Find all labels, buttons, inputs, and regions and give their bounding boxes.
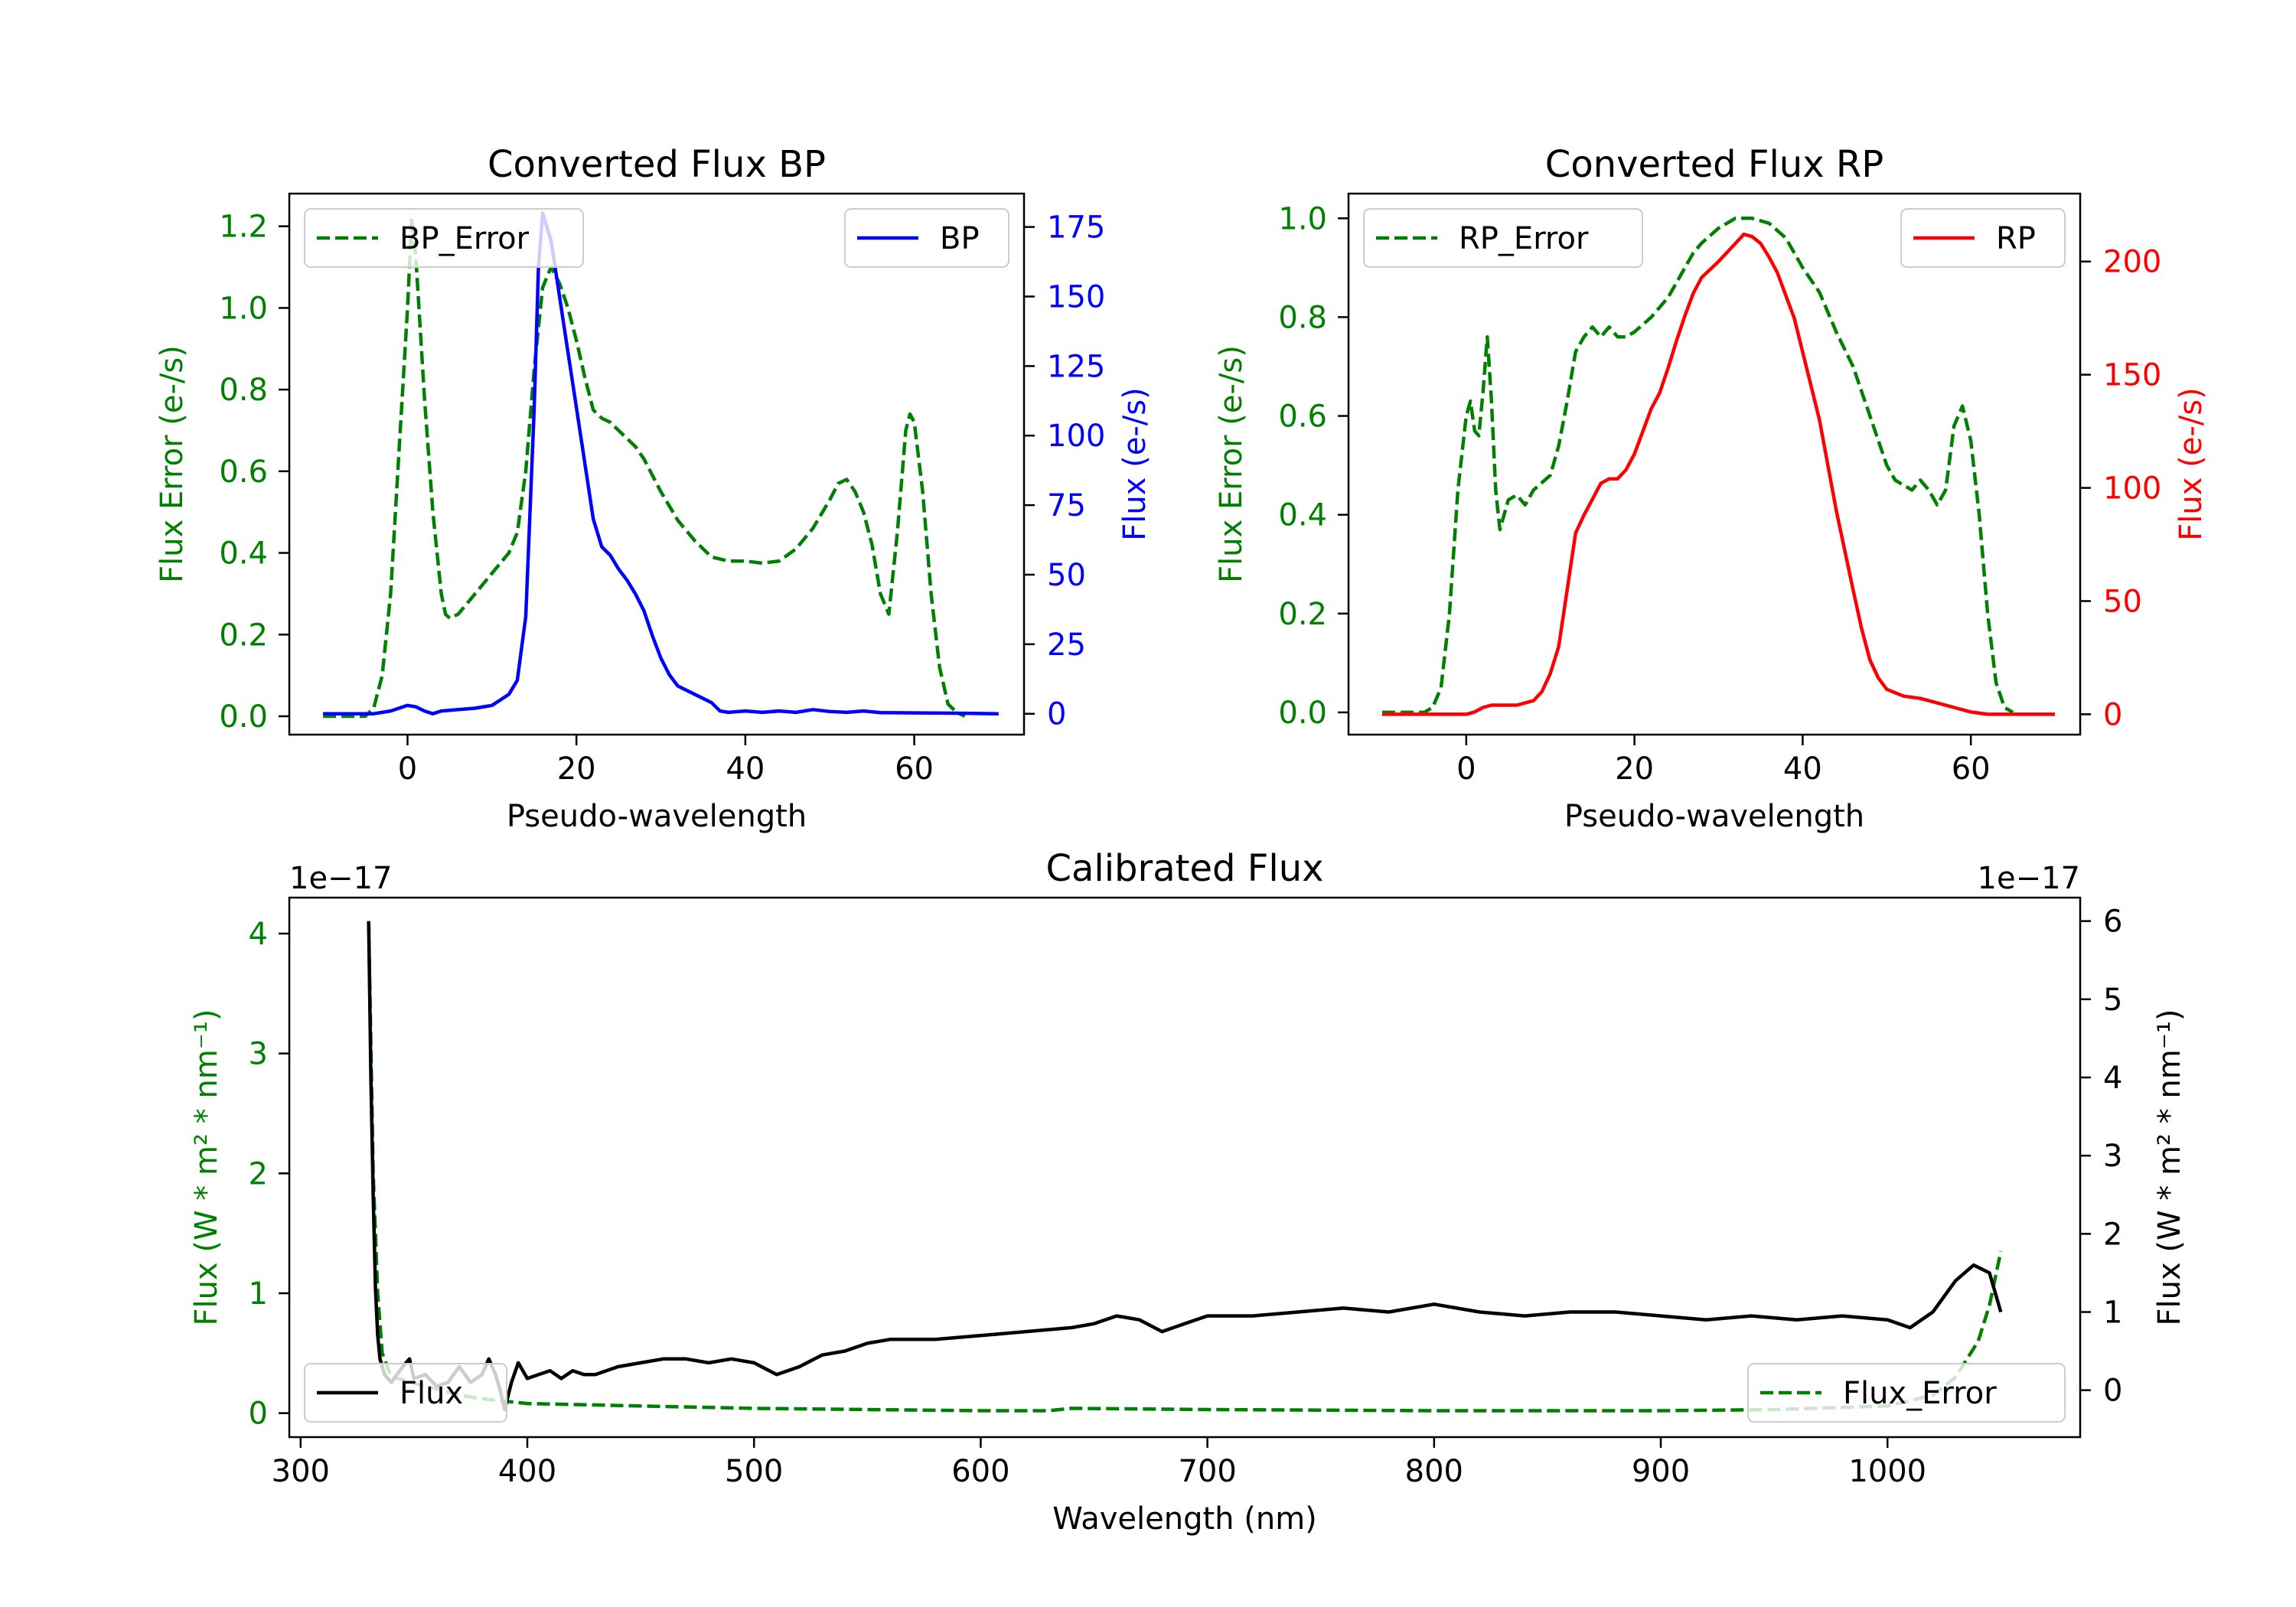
calibrated-left-legend[interactable]: Flux [304,1363,507,1423]
rp-right-tick-label: 100 [2103,471,2161,507]
rp-chart: Converted Flux RP 0 20 40 60 Pseudo-wavelengt… [1214,143,2209,834]
rp-right-tick-label: 0 [2103,697,2122,732]
calibrated-right-tick-label: 1 [2103,1296,2122,1331]
calibrated-x-tick-label: 900 [1632,1454,1690,1489]
calibrated-left-tick-label: 1 [249,1276,268,1312]
bp-right-tick-label: 25 [1047,627,1086,663]
bp-left-legend[interactable]: BP_Error [304,208,584,268]
rp-x-tick-label: 0 [1456,751,1476,787]
bp-right-tick-label: 125 [1047,349,1105,384]
calibrated-plot-frame [288,896,2082,1439]
calibrated-left-legend-label: Flux [400,1376,463,1411]
bp-right-tick-label: 150 [1047,279,1105,315]
bp-right-axis-label: Flux (e-/s) [1117,387,1153,540]
rp-left-legend-label: RP_Error [1459,221,1589,256]
charts-layer: Converted Flux BP0 20 40 60Pseudo-wavelengt… [155,143,2209,1537]
rp-left-tick-label: 0.0 [1278,696,1327,731]
calibrated-x-tick-label: 1000 [1848,1454,1926,1489]
bp-right-tick-label: 175 [1047,210,1105,246]
rp-series-rp [1382,232,2055,716]
calibrated-right-tick-label: 4 [2103,1061,2122,1096]
bp-right-tick-label: 100 [1047,419,1105,454]
bp-left-tick-label: 0.0 [219,699,268,735]
rp-right-legend[interactable]: RP [1900,208,2066,268]
calibrated-right-tick-label: 5 [2103,983,2122,1018]
rp-left-tick-label: 0.4 [1278,498,1327,533]
calibrated-right-legend[interactable]: Flux_Error [1747,1363,2066,1423]
bp-right-tick-label: 0 [1047,697,1066,732]
rp-series-rp-error [1382,217,2014,715]
calibrated-x-axis-label: Wavelength (nm) [1052,1501,1317,1537]
bp-left-legend-frame [304,208,584,268]
bp-x-axis-label: Pseudo-wavelength [507,799,807,834]
rp-right-legend-frame [1900,208,2066,268]
calibrated-right-tick-label: 2 [2103,1217,2122,1252]
calibrated-left-tick-label: 0 [249,1397,268,1432]
rp-left-tick-label: 0.2 [1278,597,1327,632]
bp-right-legend-label: BP [940,221,980,256]
bp-chart: Converted Flux BP 0 20 40 60 Pseudo-wavelengt… [155,143,1153,834]
calibrated-left-scale-label: 1e−17 [289,861,392,896]
bp-left-tick-label: 0.4 [219,536,268,572]
calibrated-x-tick-label: 400 [498,1454,556,1489]
calibrated-right-tick-label: 0 [2103,1374,2122,1409]
calibrated-x-tick-label: 600 [951,1454,1009,1489]
bp-left-legend-label: BP_Error [400,221,530,256]
rp-right-tick-label: 50 [2103,584,2142,619]
calibrated-left-legend-frame [304,1363,507,1423]
rp-x-tick-label: 20 [1615,751,1654,787]
calibrated-x-tick-label: 300 [272,1454,330,1489]
rp-left-axis-label: Flux Error (e-/s) [1214,345,1249,583]
rp-plot-frame [1347,192,2082,736]
bp-right-legend[interactable]: BP [844,208,1009,268]
bp-series-bp [323,211,999,715]
rp-right-legend-label: RP [1996,221,2036,256]
calibrated-left-axis-label: Flux (W * m² * nm⁻¹) [189,1009,224,1326]
calibrated-right-tick-label: 6 [2103,905,2122,940]
bp-right-tick-label: 75 [1047,488,1086,523]
rp-left-legend[interactable]: RP_Error [1363,208,1643,268]
bp-x-tick-label: 40 [726,751,765,787]
bp-right-legend-frame [844,208,1009,268]
bp-x-tick-label: 60 [895,751,934,787]
rp-title: Converted Flux RP [1545,143,1883,186]
bp-right-tick-label: 50 [1047,558,1086,593]
bp-x-tick-label: 0 [398,751,417,787]
bp-left-tick-label: 1.2 [219,210,268,245]
bp-left-tick-label: 1.0 [219,291,268,326]
bp-plot-frame [288,192,1026,736]
calibrated-right-scale-label: 1e−17 [1978,861,2080,896]
calibrated-x-tick-label: 700 [1178,1454,1236,1489]
rp-left-legend-frame [1363,208,1643,268]
bp-left-axis-label: Flux Error (e-/s) [155,345,190,583]
bp-left-tick-label: 0.6 [219,455,268,490]
calibrated-left-tick-label: 4 [249,917,268,952]
rp-x-tick-label: 60 [1952,751,1991,787]
calibrated-right-tick-label: 3 [2103,1139,2122,1174]
rp-left-tick-label: 0.8 [1278,300,1327,335]
rp-right-tick-label: 200 [2103,245,2161,280]
rp-right-tick-label: 150 [2103,358,2161,393]
bp-title: Converted Flux BP [488,143,826,186]
rp-x-axis-label: Pseudo-wavelength [1564,799,1864,834]
calibrated-right-legend-frame [1747,1363,2066,1423]
bp-series-bp-error [323,216,966,719]
rp-right-axis-label: Flux (e-/s) [2174,387,2209,540]
rp-left-tick-label: 0.6 [1278,399,1327,435]
calibrated-right-axis-label: Flux (W * m² * nm⁻¹) [2152,1009,2187,1326]
calibrated-x-tick-label: 800 [1405,1454,1463,1489]
rp-x-tick-label: 40 [1783,751,1822,787]
bp-x-tick-label: 20 [557,751,596,787]
rp-left-tick-label: 1.0 [1278,201,1327,236]
calibrated-title: Calibrated Flux [1045,847,1323,890]
calibrated-right-legend-label: Flux_Error [1843,1376,1997,1411]
calibrated-x-tick-label: 500 [725,1454,783,1489]
bp-left-tick-label: 0.2 [219,618,268,653]
calibrated-left-tick-label: 2 [249,1156,268,1191]
bp-left-tick-label: 0.8 [219,373,268,408]
calibrated-left-tick-label: 3 [249,1037,268,1072]
